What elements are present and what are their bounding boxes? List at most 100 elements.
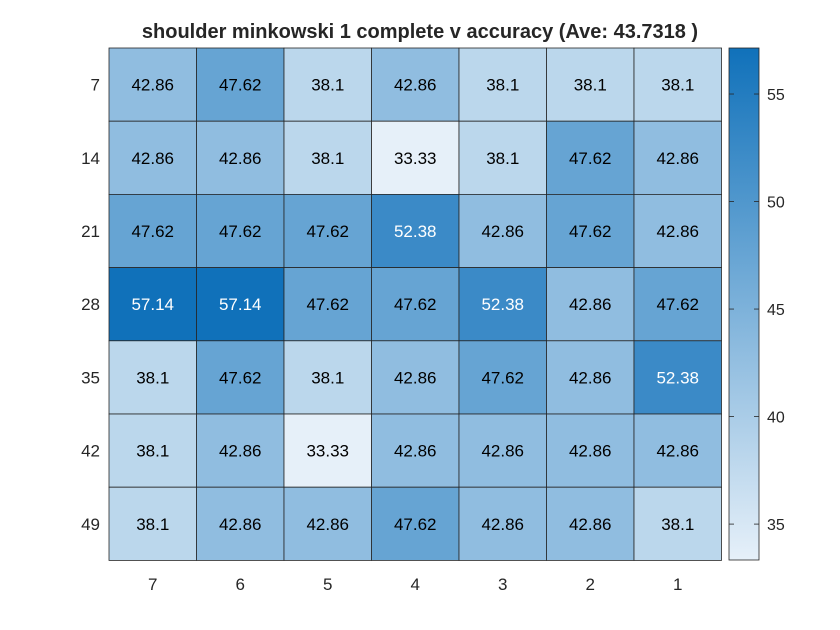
- heatmap-cell: [108, 47, 197, 122]
- heatmap-cell: [458, 120, 547, 195]
- heatmap-cell: [371, 47, 460, 122]
- cell-value-label: 52.38: [481, 295, 524, 314]
- cell-value-label: 47.62: [219, 76, 262, 95]
- heatmap-cell: [546, 120, 635, 195]
- y-tick-label: 21: [81, 222, 100, 241]
- cell-value-label: 38.1: [136, 442, 169, 461]
- cell-value-label: 42.86: [219, 442, 262, 461]
- heatmap-cell: [196, 413, 285, 488]
- heatmap-cell: [196, 267, 285, 342]
- cell-value-label: 33.33: [394, 149, 437, 168]
- y-tick-label: 28: [81, 295, 100, 314]
- heatmap-cell: [108, 120, 197, 195]
- heatmap-cell: [633, 486, 722, 561]
- cell-value-label: 42.86: [219, 149, 262, 168]
- cell-value-label: 47.62: [394, 295, 437, 314]
- heatmap-cell: [633, 120, 722, 195]
- cell-value-label: 57.14: [131, 295, 174, 314]
- heatmap-cell: [108, 340, 197, 415]
- y-tick-label: 42: [81, 442, 100, 461]
- x-axis-ticks: 7 6 5 4 3 2 1: [148, 575, 682, 594]
- cell-value-label: 33.33: [306, 442, 349, 461]
- heatmap-cell: [546, 193, 635, 268]
- heatmap-cell: [283, 486, 372, 561]
- heatmap-cell: [283, 47, 372, 122]
- heatmap-cell: [371, 486, 460, 561]
- heatmap-cell: [108, 193, 197, 268]
- cell-value-label: 42.86: [481, 222, 524, 241]
- cell-value-label: 42.86: [394, 368, 437, 387]
- cell-value-label: 42.86: [306, 515, 349, 534]
- x-tick-label: 3: [498, 575, 507, 594]
- heatmap-cells: 42.86 47.62 38.1 42.86 38.1 38.1 38.1 42.86 42.8…: [108, 47, 722, 561]
- x-tick-label: 4: [411, 575, 420, 594]
- heatmap-cell: [546, 267, 635, 342]
- cell-value-label: 38.1: [486, 76, 519, 95]
- cell-value-label: 38.1: [311, 149, 344, 168]
- cell-value-label: 42.86: [656, 442, 699, 461]
- cell-value-label: 57.14: [219, 295, 262, 314]
- cell-value-label: 47.62: [306, 222, 349, 241]
- heatmap-cell: [283, 193, 372, 268]
- heatmap-cell: [633, 193, 722, 268]
- heatmap-cell: [371, 413, 460, 488]
- cell-value-label: 38.1: [136, 368, 169, 387]
- cell-value-label: 38.1: [574, 76, 607, 95]
- heatmap-cell: [633, 267, 722, 342]
- heatmap-cell: [108, 486, 197, 561]
- cell-value-label: 42.86: [656, 149, 699, 168]
- colorbar-tick-label: 55: [767, 87, 785, 104]
- colorbar: [728, 47, 760, 561]
- heatmap-cell: [283, 340, 372, 415]
- cell-value-label: 47.62: [569, 222, 612, 241]
- cell-value-label: 42.86: [394, 442, 437, 461]
- cell-value-label: 47.62: [394, 515, 437, 534]
- y-tick-label: 7: [91, 76, 100, 95]
- y-axis-ticks: 7 14 21 28 35 42 49: [81, 76, 100, 534]
- cell-value-label: 42.86: [569, 368, 612, 387]
- colorbar-tick-label: 35: [767, 517, 785, 534]
- cell-value-label: 42.86: [131, 76, 174, 95]
- cell-value-label: 47.62: [481, 368, 524, 387]
- cell-value-label: 42.86: [569, 515, 612, 534]
- chart-title: shoulder minkowski 1 complete v accuracy…: [142, 21, 698, 43]
- cell-value-label: 38.1: [661, 76, 694, 95]
- colorbar-tick-label: 40: [767, 410, 785, 427]
- cell-value-label: 42.86: [569, 442, 612, 461]
- cell-value-label: 42.86: [656, 222, 699, 241]
- cell-value-label: 38.1: [486, 149, 519, 168]
- cell-value-label: 47.62: [131, 222, 174, 241]
- colorbar-tick-label: 50: [767, 195, 785, 212]
- heatmap-cell: [458, 486, 547, 561]
- cell-value-label: 38.1: [136, 515, 169, 534]
- heatmap-cell: [458, 413, 547, 488]
- heatmap-cell: [371, 193, 460, 268]
- cell-value-label: 47.62: [656, 295, 699, 314]
- heatmap-cell: [108, 267, 197, 342]
- colorbar-tick-label: 45: [767, 302, 785, 319]
- heatmap-cell: [196, 47, 285, 122]
- heatmap-cell: [283, 120, 372, 195]
- cell-value-label: 52.38: [394, 222, 437, 241]
- x-tick-label: 2: [586, 575, 595, 594]
- cell-value-label: 47.62: [219, 368, 262, 387]
- heatmap-cell: [196, 193, 285, 268]
- cell-value-label: 38.1: [311, 76, 344, 95]
- heatmap-cell: [458, 193, 547, 268]
- cell-value-label: 52.38: [656, 368, 699, 387]
- heatmap-cell: [546, 486, 635, 561]
- cell-value-label: 38.1: [311, 368, 344, 387]
- heatmap-cell: [283, 413, 372, 488]
- heatmap-cell: [633, 340, 722, 415]
- x-tick-label: 6: [236, 575, 245, 594]
- heatmap-cell: [546, 47, 635, 122]
- cell-value-label: 47.62: [219, 222, 262, 241]
- y-tick-label: 35: [81, 368, 100, 387]
- heatmap-cell: [633, 413, 722, 488]
- cell-value-label: 42.86: [219, 515, 262, 534]
- y-tick-label: 14: [81, 149, 100, 168]
- cell-value-label: 42.86: [481, 515, 524, 534]
- x-tick-label: 7: [148, 575, 157, 594]
- y-tick-label: 49: [81, 515, 100, 534]
- cell-value-label: 42.86: [394, 76, 437, 95]
